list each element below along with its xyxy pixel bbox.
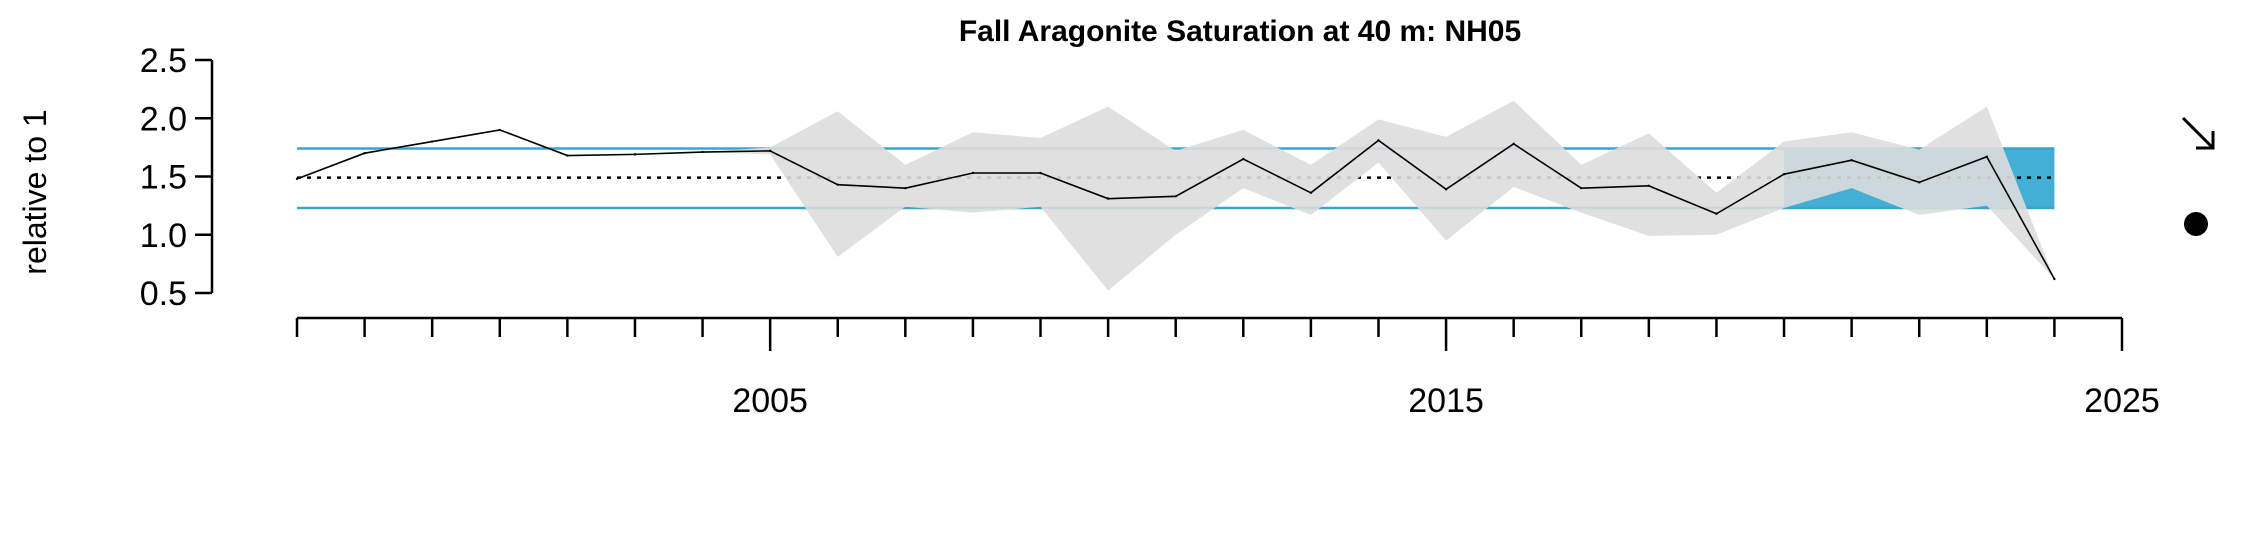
x-tick-label: 2015: [1408, 382, 1484, 420]
data-point: [1242, 157, 1245, 161]
data-point: [1039, 171, 1042, 175]
x-tick-label: 2005: [732, 382, 808, 420]
data-point: [1985, 155, 1989, 158]
y-tick-label: 2.5: [140, 42, 187, 80]
data-point: [1580, 186, 1583, 190]
data-point: [1715, 212, 1718, 215]
data-point: [701, 150, 704, 154]
data-point: [295, 177, 299, 181]
y-axis-title: relative to 1: [17, 109, 53, 274]
data-point: [2053, 277, 2056, 281]
y-tick-label: 1.5: [140, 159, 187, 197]
y-tick-label: 1.0: [140, 217, 187, 255]
data-point: [1106, 197, 1110, 200]
arrow-head: [2196, 131, 2215, 150]
y-tick-label: 2.0: [140, 100, 187, 138]
y-tick-label: 0.5: [140, 275, 187, 313]
data-point: [1782, 172, 1786, 176]
plot-area: 0.5 1.0 1.5 2.0 2.5 2005 2015 2025: [140, 42, 2215, 420]
data-point: [1174, 195, 1177, 198]
data-point: [768, 149, 772, 153]
data-point: [1512, 142, 1515, 146]
arrow-down-right-icon: [2181, 116, 2214, 149]
data-point: [566, 154, 569, 157]
data-point: [1647, 184, 1651, 188]
data-point: [1377, 139, 1380, 142]
data-point: [971, 171, 975, 175]
data-point: [1918, 181, 1921, 184]
x-tick-label: 2025: [2084, 382, 2160, 420]
data-point: [1850, 158, 1853, 162]
filled-circle-icon: [2184, 212, 2208, 236]
data-point: [1309, 191, 1313, 195]
data-point: [904, 186, 907, 190]
chart-title: Fall Aragonite Saturation at 40 m: NH05: [959, 15, 1521, 48]
data-point: [430, 140, 434, 143]
data-point: [836, 183, 839, 186]
data-point: [363, 152, 366, 155]
data-point: [1444, 188, 1448, 191]
data-point: [498, 128, 501, 132]
data-point: [633, 153, 637, 156]
